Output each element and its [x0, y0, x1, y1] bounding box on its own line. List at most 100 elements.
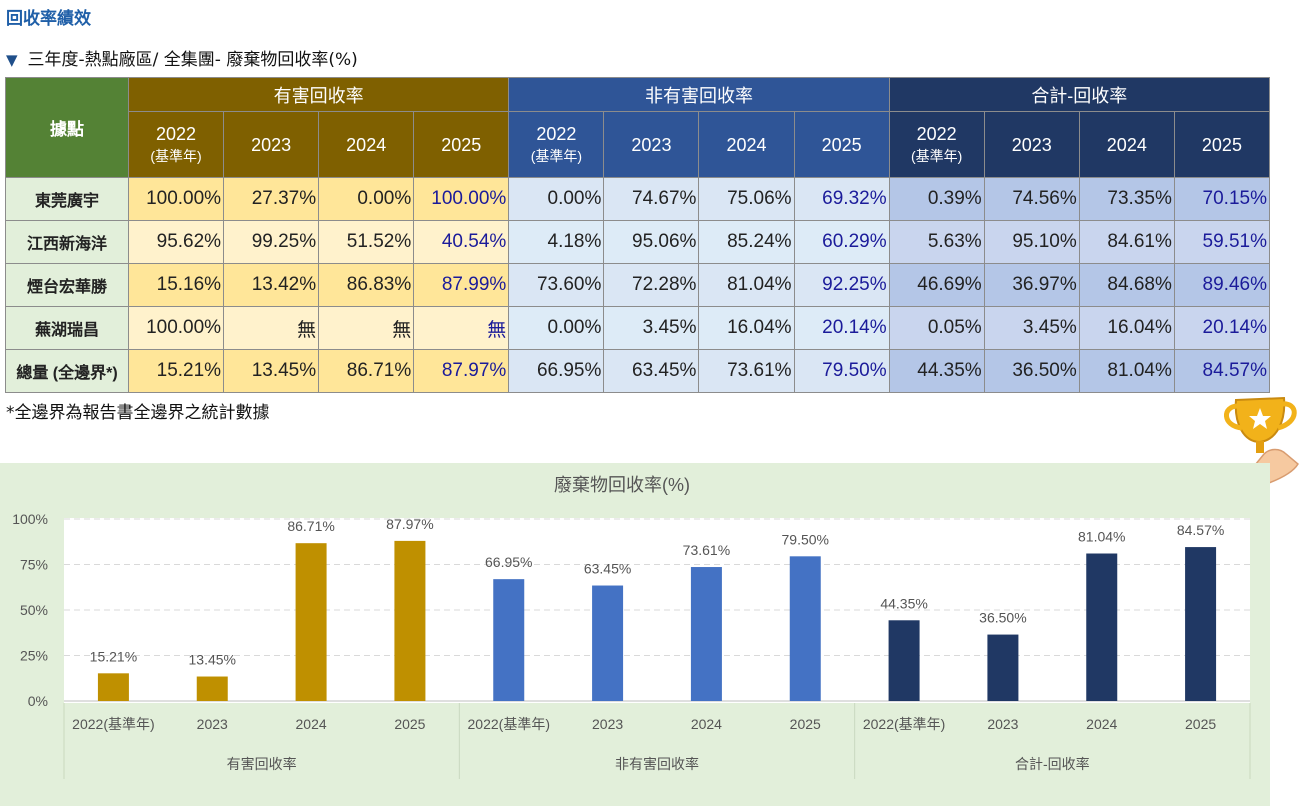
data-label: 79.50%: [782, 531, 829, 547]
y-tick-label: 50%: [20, 602, 48, 618]
rate-cell: 72.28%: [603, 263, 700, 307]
site-column-header: 據點: [5, 77, 129, 178]
year-header: 2024: [318, 111, 415, 178]
data-label: 86.71%: [287, 518, 334, 534]
rate-cell: 75.06%: [698, 177, 795, 221]
baseline-year-note: (基準年): [911, 147, 963, 164]
group-label: 有害回收率: [227, 756, 297, 772]
x-tick-label: 2022(基準年): [863, 716, 945, 732]
rate-cell: 13.45%: [223, 349, 320, 393]
table-row: 煙台宏華勝 15.16% 13.42% 86.83% 87.99% 73.60% 72.28…: [5, 263, 1271, 307]
table-row: 東莞廣宇 100.00% 27.37% 0.00% 100.00% 0.00% 74.67%…: [5, 177, 1271, 221]
rate-cell: 69.32%: [793, 177, 890, 221]
rate-cell: 15.21%: [127, 349, 225, 393]
rate-cell: 無: [413, 306, 510, 350]
rate-cell: 79.50%: [793, 349, 890, 393]
year-label: 2022: [916, 123, 957, 144]
rate-cell: 99.25%: [223, 220, 320, 264]
rate-cell: 36.97%: [983, 263, 1080, 307]
recovery-rate-table: 據點 有害回收率 非有害回收率 合計-回收率 2022 (基準年) 2023 2024…: [5, 77, 1271, 393]
data-label: 81.04%: [1078, 529, 1125, 545]
rate-cell: 40.54%: [413, 220, 510, 264]
rate-cell: 85.24%: [698, 220, 795, 264]
trophy-handle-left: [1224, 403, 1243, 431]
year-label: 2024: [726, 134, 767, 155]
data-label: 44.35%: [880, 595, 927, 611]
rate-cell: 92.25%: [793, 263, 890, 307]
x-tick-label: 2025: [790, 716, 821, 732]
rate-cell: 5.63%: [888, 220, 985, 264]
section-subtitle: ▼ 三年度-熱點廠區/ 全集團- 廢棄物回收率(%): [6, 45, 358, 70]
year-label: 2023: [631, 134, 672, 155]
table-body: 東莞廣宇 100.00% 27.37% 0.00% 100.00% 0.00% 74.67%…: [5, 177, 1271, 393]
rate-cell: 4.18%: [508, 220, 605, 264]
year-header: 2025: [793, 111, 890, 178]
rate-cell: 74.67%: [603, 177, 700, 221]
year-header: 2022 (基準年): [127, 111, 225, 178]
rate-cell: 74.56%: [983, 177, 1080, 221]
rate-cell: 0.00%: [508, 177, 605, 221]
bar: [987, 634, 1019, 701]
rate-cell: 16.04%: [1078, 306, 1175, 350]
table-row: 江西新海洋 95.62% 99.25% 51.52% 40.54% 4.18% 95.06%…: [5, 220, 1271, 264]
chart-data-labels: 15.21% 13.45% 86.71% 87.97% 66.95% 63.45% 73.6…: [90, 516, 1225, 668]
data-label: 84.57%: [1177, 522, 1224, 538]
chart-gridlines: [63, 518, 1251, 779]
group-label: 合計-回收率: [1015, 756, 1090, 772]
site-name-cell: 總量 (全邊界*): [5, 349, 129, 393]
category-axis-area: [64, 703, 1250, 779]
subtitle-text: 三年度-熱點廠區/ 全集團- 廢棄物回收率(%): [27, 50, 358, 70]
rate-cell: 73.60%: [508, 263, 605, 307]
table-row: 蕪湖瑞昌 100.00% 無無無 0.00% 3.45% 16.04% 20.14% 0.05…: [5, 306, 1271, 350]
y-tick-label: 75%: [20, 557, 48, 573]
group-label: 非有害回收率: [615, 756, 699, 772]
rate-cell: 73.35%: [1078, 177, 1175, 221]
bar: [888, 620, 920, 701]
x-tick-label: 2025: [394, 716, 425, 732]
bar: [97, 673, 129, 701]
rate-cell: 16.04%: [698, 306, 795, 350]
year-header: 2024: [698, 111, 795, 178]
bar: [789, 556, 821, 701]
chart-title: 廢棄物回收率(%): [554, 475, 690, 495]
year-header: 2023: [983, 111, 1080, 178]
bar: [690, 567, 722, 701]
trophy-stem: [1256, 441, 1264, 453]
rate-cell: 95.10%: [983, 220, 1080, 264]
data-label: 36.50%: [979, 610, 1026, 626]
rate-cell: 84.68%: [1078, 263, 1175, 307]
rate-cell: 100.00%: [413, 177, 510, 221]
year-label: 2025: [821, 134, 862, 155]
triangle-down-icon: ▼: [6, 51, 18, 69]
rate-cell: 0.00%: [318, 177, 415, 221]
year-header: 2022 (基準年): [508, 111, 605, 178]
x-tick-label: 2022(基準年): [468, 716, 550, 732]
year-label: 2023: [251, 134, 292, 155]
bar: [1185, 547, 1217, 701]
rate-cell: 13.42%: [223, 263, 320, 307]
bar: [592, 585, 624, 701]
rate-cell: 84.61%: [1078, 220, 1175, 264]
rate-cell: 0.05%: [888, 306, 985, 350]
rate-cell: 0.00%: [508, 306, 605, 350]
bar: [1086, 553, 1118, 701]
rate-cell: 86.71%: [318, 349, 415, 393]
footnote: *全邊界為報告書全邊界之統計數據: [6, 403, 270, 423]
rate-cell: 66.95%: [508, 349, 605, 393]
table-row: 總量 (全邊界*) 15.21% 13.45% 86.71% 87.97% 66.95% 6…: [5, 349, 1271, 393]
bar: [295, 543, 327, 701]
trophy-star: [1249, 408, 1271, 429]
year-label: 2025: [1201, 134, 1242, 155]
year-header: 2024: [1078, 111, 1175, 178]
x-tick-label: 2023: [197, 716, 228, 732]
x-tick-label: 2024: [1086, 716, 1117, 732]
year-label: 2023: [1011, 134, 1052, 155]
rate-cell: 20.14%: [1173, 306, 1271, 350]
chart-axis-labels: 0% 25% 50% 75% 100% 2022(基準年) 2023 2024 2025 有害回收…: [12, 511, 1216, 772]
site-name-cell: 煙台宏華勝: [5, 263, 129, 307]
rate-cell: 59.51%: [1173, 220, 1271, 264]
rate-cell: 81.04%: [1078, 349, 1175, 393]
data-label: 66.95%: [485, 554, 532, 570]
rate-cell: 87.99%: [413, 263, 510, 307]
x-tick-label: 2024: [691, 716, 722, 732]
